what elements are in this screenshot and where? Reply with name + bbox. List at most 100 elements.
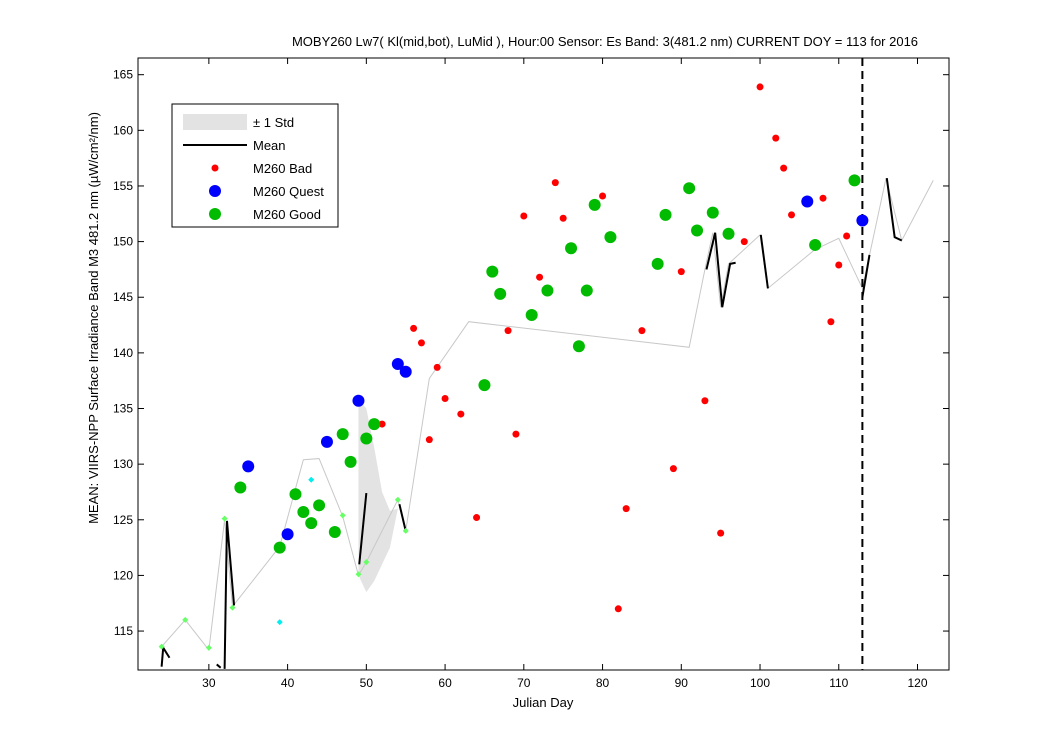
m260-bad-point <box>559 214 567 222</box>
m260-quest-point <box>242 460 255 473</box>
m260-good-point <box>848 174 861 187</box>
m260-quest-point <box>352 394 365 407</box>
m260-good-point <box>651 257 664 270</box>
y-tick-label: 140 <box>113 346 133 360</box>
m260-bad-point <box>614 605 622 613</box>
y-axis-label: MEAN: VIIRS-NPP Surface Irradiance Band … <box>86 112 101 524</box>
y-tick-label: 130 <box>113 457 133 471</box>
m260-bad-point <box>740 238 748 246</box>
small-good-marker <box>339 512 346 519</box>
x-tick-label: 120 <box>907 676 927 690</box>
m260-bad-point <box>425 436 433 444</box>
x-tick-label: 40 <box>281 676 295 690</box>
legend-label: M260 Quest <box>253 184 324 199</box>
y-tick-label: 145 <box>113 290 133 304</box>
m260-bad-point <box>772 134 780 142</box>
m260-good-point <box>565 242 578 255</box>
y-tick-label: 125 <box>113 513 133 527</box>
m260-bad-point <box>504 327 512 335</box>
x-axis-label: Julian Day <box>513 695 574 710</box>
small-quest-marker <box>308 476 315 483</box>
mean-line-segment <box>358 492 368 565</box>
m260-bad-point <box>756 83 764 91</box>
y-tick-label: 115 <box>114 624 133 638</box>
m260-good-point <box>478 379 491 392</box>
m260-good-point <box>572 340 585 353</box>
m260-good-point <box>722 227 735 240</box>
small-good-marker <box>221 515 228 522</box>
m260-bad-point <box>520 212 528 220</box>
m260-bad-point <box>410 324 418 332</box>
m260-bad-point <box>835 261 843 269</box>
m260-bad-point <box>780 164 788 172</box>
legend-std-swatch <box>183 114 247 130</box>
m260-bad-point <box>441 394 449 402</box>
mean-line-segment <box>216 663 222 669</box>
legend-label: ± 1 Std <box>253 115 294 130</box>
x-tick-label: 90 <box>675 676 689 690</box>
m260-bad-point <box>473 514 481 522</box>
m260-good-point <box>313 499 326 512</box>
m260-bad-point <box>788 211 796 219</box>
m260-good-point <box>344 455 357 468</box>
m260-bad-point <box>669 465 677 473</box>
m260-good-point <box>486 265 499 278</box>
m260-bad-point <box>551 179 559 187</box>
legend-marker-swatch <box>209 185 221 197</box>
x-tick-label: 30 <box>202 676 216 690</box>
m260-bad-point <box>717 529 725 537</box>
small-good-marker <box>394 496 401 503</box>
m260-good-point <box>234 481 247 494</box>
small-quest-marker <box>276 619 283 626</box>
m260-good-point <box>305 517 318 530</box>
m260-good-point <box>809 238 822 251</box>
m260-good-point <box>588 198 601 211</box>
x-tick-label: 100 <box>750 676 770 690</box>
m260-good-point <box>297 505 310 518</box>
m260-good-point <box>328 526 341 539</box>
y-tick-label: 165 <box>113 68 133 82</box>
m260-quest-point <box>281 528 294 541</box>
y-tick-label: 155 <box>113 179 133 193</box>
std-band <box>358 399 398 593</box>
m260-good-point <box>368 418 381 431</box>
legend-marker-swatch <box>209 208 221 220</box>
m260-bad-point <box>638 327 646 335</box>
m260-bad-point <box>827 318 835 326</box>
y-tick-label: 150 <box>113 235 133 249</box>
x-tick-label: 50 <box>360 676 374 690</box>
m260-bad-point <box>512 430 520 438</box>
small-good-marker <box>402 527 409 534</box>
legend-label: M260 Bad <box>253 161 312 176</box>
small-good-marker <box>363 559 370 566</box>
x-tick-label: 70 <box>517 676 531 690</box>
m260-bad-point <box>457 410 465 418</box>
small-good-marker <box>355 571 362 578</box>
m260-good-point <box>706 206 719 219</box>
m260-bad-point <box>599 192 607 200</box>
m260-bad-point <box>417 339 425 347</box>
small-good-marker <box>158 643 165 650</box>
small-good-marker <box>205 644 212 651</box>
legend-marker-swatch <box>211 164 219 172</box>
m260-quest-point <box>320 435 333 448</box>
legend-label: Mean <box>253 138 286 153</box>
m260-good-point <box>289 488 302 501</box>
m260-good-point <box>273 541 286 554</box>
m260-bad-point <box>433 363 441 371</box>
y-tick-label: 160 <box>113 123 133 137</box>
m260-good-point <box>683 182 696 195</box>
x-tick-label: 110 <box>829 676 848 690</box>
axes-frame <box>137 57 950 671</box>
m260-quest-point <box>391 358 404 370</box>
mean-line-segment <box>861 254 871 298</box>
m260-good-point <box>541 284 554 297</box>
m260-good-point <box>691 224 704 237</box>
m260-good-point <box>580 284 593 297</box>
m260-bad-point <box>843 232 851 240</box>
small-good-marker <box>229 604 236 611</box>
y-tick-label: 120 <box>113 568 133 582</box>
mean-line-segment <box>759 234 769 289</box>
m260-good-point <box>604 231 617 244</box>
